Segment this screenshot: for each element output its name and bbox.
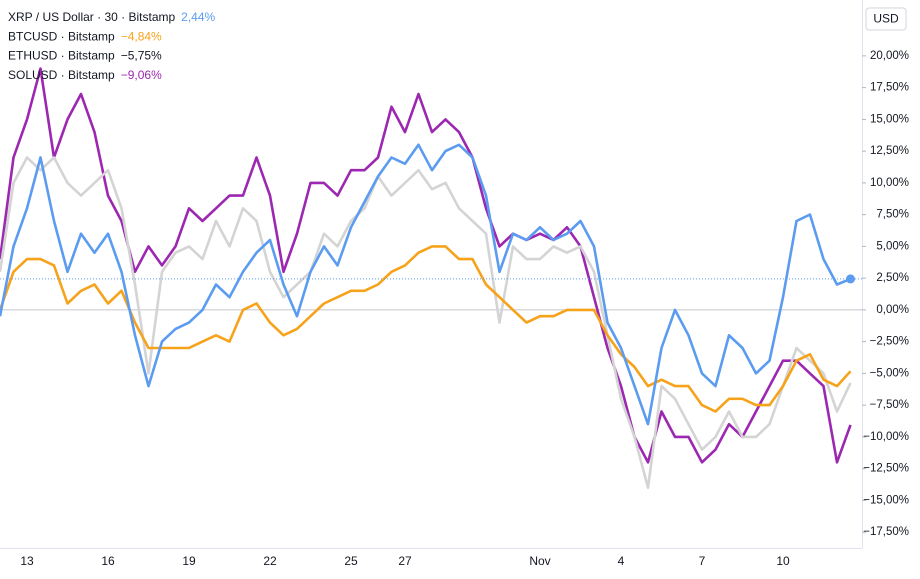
- y-tick-label: 15,00%: [870, 113, 909, 125]
- legend: XRP / US Dollar · 30 · Bitstamp 2,44% BTCU…: [8, 10, 216, 82]
- currency-box[interactable]: [865, 7, 907, 31]
- y-tick-label: 2,50%: [876, 272, 909, 284]
- y-tick-label: 7,50%: [876, 209, 909, 221]
- series-line: [0, 67, 852, 464]
- y-tick-label: −17,50%: [863, 526, 909, 538]
- plot-area: [0, 67, 862, 489]
- legend-name: BTCUSD · Bitstamp: [8, 29, 115, 43]
- y-tick-label: −10,00%: [863, 431, 909, 443]
- legend-value: 2,44%: [181, 10, 215, 24]
- legend-value: −4,84%: [121, 29, 162, 43]
- x-tick-label: 16: [101, 554, 115, 568]
- x-tick-label: Nov: [529, 554, 550, 568]
- legend-value: −5,75%: [121, 49, 162, 63]
- legend-name: XRP / US Dollar · 30 · Bitstamp: [8, 10, 175, 24]
- series-line: [0, 143, 851, 426]
- x-tick-label: 19: [182, 554, 196, 568]
- y-tick-label: −15,00%: [863, 494, 909, 506]
- y-tick-label: 12,50%: [870, 145, 909, 157]
- legend-name: SOLUSD · Bitstamp: [8, 68, 115, 82]
- legend-entry: ETHUSD · Bitstamp −5,75%: [8, 49, 162, 63]
- y-tick-label: −12,50%: [863, 463, 909, 475]
- x-tick-label: 22: [263, 554, 277, 568]
- currency-label[interactable]: USD: [873, 12, 899, 26]
- x-tick-label: 27: [398, 554, 412, 568]
- series-line: [0, 245, 852, 413]
- legend-name: ETHUSD · Bitstamp: [8, 49, 115, 63]
- x-tick-label: 13: [20, 554, 34, 568]
- y-tick-label: 17,50%: [870, 82, 909, 94]
- y-tick-label: 5,00%: [876, 240, 909, 252]
- y-tick-label: −7,50%: [870, 399, 909, 411]
- legend-value: −9,06%: [121, 68, 162, 82]
- x-tick-label: 10: [776, 554, 790, 568]
- y-tick-label: 10,00%: [870, 177, 909, 189]
- last-value-dot: [846, 274, 855, 284]
- x-tick-label: 25: [344, 554, 358, 568]
- y-tick-label: −5,00%: [870, 367, 909, 379]
- legend-entry: XRP / US Dollar · 30 · Bitstamp 2,44%: [8, 10, 216, 24]
- legend-entry: BTCUSD · Bitstamp −4,84%: [8, 29, 162, 43]
- legend-entry: SOLUSD · Bitstamp −9,06%: [8, 68, 162, 82]
- y-tick-label: −2,50%: [870, 336, 909, 348]
- x-tick-label: 4: [618, 554, 625, 568]
- y-tick-label: 0,00%: [876, 304, 909, 316]
- x-tick-label: 7: [699, 554, 706, 568]
- y-tick-label: 20,00%: [870, 50, 909, 62]
- series-line: [0, 156, 852, 489]
